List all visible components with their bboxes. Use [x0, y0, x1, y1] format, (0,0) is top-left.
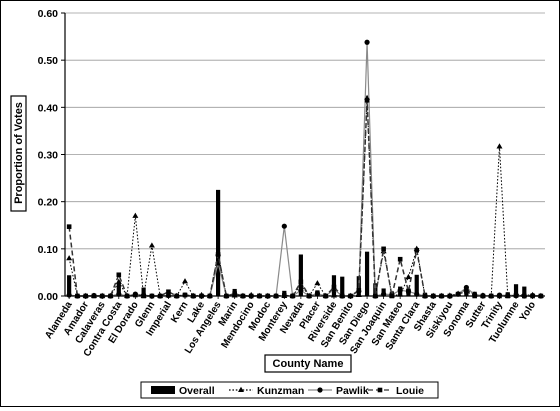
marker-pawlik — [298, 288, 303, 293]
line-louie — [69, 100, 541, 296]
y-tick-label: 0.10 — [38, 244, 59, 256]
marker-louie — [356, 288, 361, 293]
marker-louie — [378, 388, 383, 393]
legend-swatch-overall — [151, 386, 175, 394]
y-tick-label: 0.00 — [38, 291, 59, 303]
y-tick-label: 0.40 — [38, 102, 59, 114]
marker-pawlik — [317, 387, 322, 392]
legend: Overall Kunzman Pawlik Louie — [141, 382, 438, 398]
x-axis-label-box: County Name — [265, 355, 351, 372]
marker-louie — [232, 291, 237, 296]
marker-kunzman — [149, 242, 155, 247]
bar-overall — [365, 252, 369, 296]
marker-louie — [381, 247, 386, 252]
marker-louie — [332, 285, 337, 290]
marker-louie — [398, 257, 403, 262]
marker-louie — [216, 252, 221, 257]
bar-overall — [216, 190, 220, 296]
overall-bars — [67, 190, 543, 296]
line-pawlik — [69, 42, 541, 296]
marker-louie — [315, 291, 320, 296]
legend-label-overall: Overall — [179, 385, 215, 397]
marker-kunzman — [66, 255, 72, 260]
x-axis-label: County Name — [273, 358, 344, 370]
legend-label-louie: Louie — [396, 385, 424, 397]
marker-louie — [365, 98, 370, 103]
marker-louie — [414, 248, 419, 253]
marker-kunzman — [182, 278, 188, 283]
marker-pawlik — [398, 288, 403, 293]
y-axis-label-box: Proportion of Votes — [11, 96, 26, 211]
marker-kunzman — [496, 143, 502, 148]
marker-louie — [166, 289, 171, 294]
marker-pawlik — [282, 224, 287, 229]
series-lines — [66, 40, 544, 299]
y-tick-label: 0.30 — [38, 150, 59, 162]
y-tick-label: 0.60 — [38, 8, 59, 20]
marker-louie — [406, 289, 411, 294]
marker-kunzman — [132, 213, 138, 218]
legend-label-pawlik: Pawlik — [336, 385, 369, 397]
y-tick-label: 0.20 — [38, 197, 59, 209]
y-axis-ticks: 0.00 0.10 0.20 0.30 0.40 0.50 0.60 — [38, 8, 65, 303]
y-axis-label: Proportion of Votes — [13, 102, 25, 204]
marker-louie — [116, 272, 121, 277]
x-tick-label: Yolo — [518, 300, 538, 324]
y-tick-label: 0.50 — [38, 55, 59, 67]
grid-lines — [65, 13, 545, 249]
marker-kunzman — [314, 280, 320, 285]
marker-louie — [299, 280, 304, 285]
legend-label-kunzman: Kunzman — [257, 385, 304, 397]
marker-pawlik — [364, 40, 369, 45]
marker-louie — [67, 224, 72, 229]
line-kunzman — [69, 98, 541, 296]
marker-louie — [464, 289, 469, 294]
